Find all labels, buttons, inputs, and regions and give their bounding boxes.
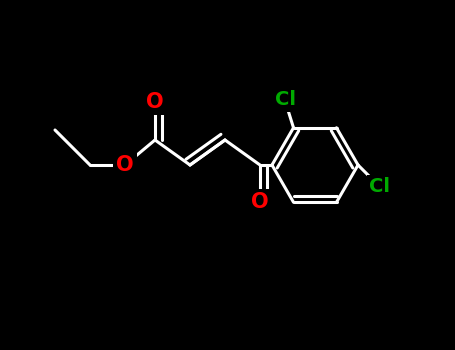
Text: Cl: Cl	[369, 177, 390, 196]
Text: Cl: Cl	[275, 90, 296, 109]
Text: O: O	[116, 155, 134, 175]
Text: O: O	[146, 92, 164, 112]
Text: O: O	[251, 192, 269, 212]
